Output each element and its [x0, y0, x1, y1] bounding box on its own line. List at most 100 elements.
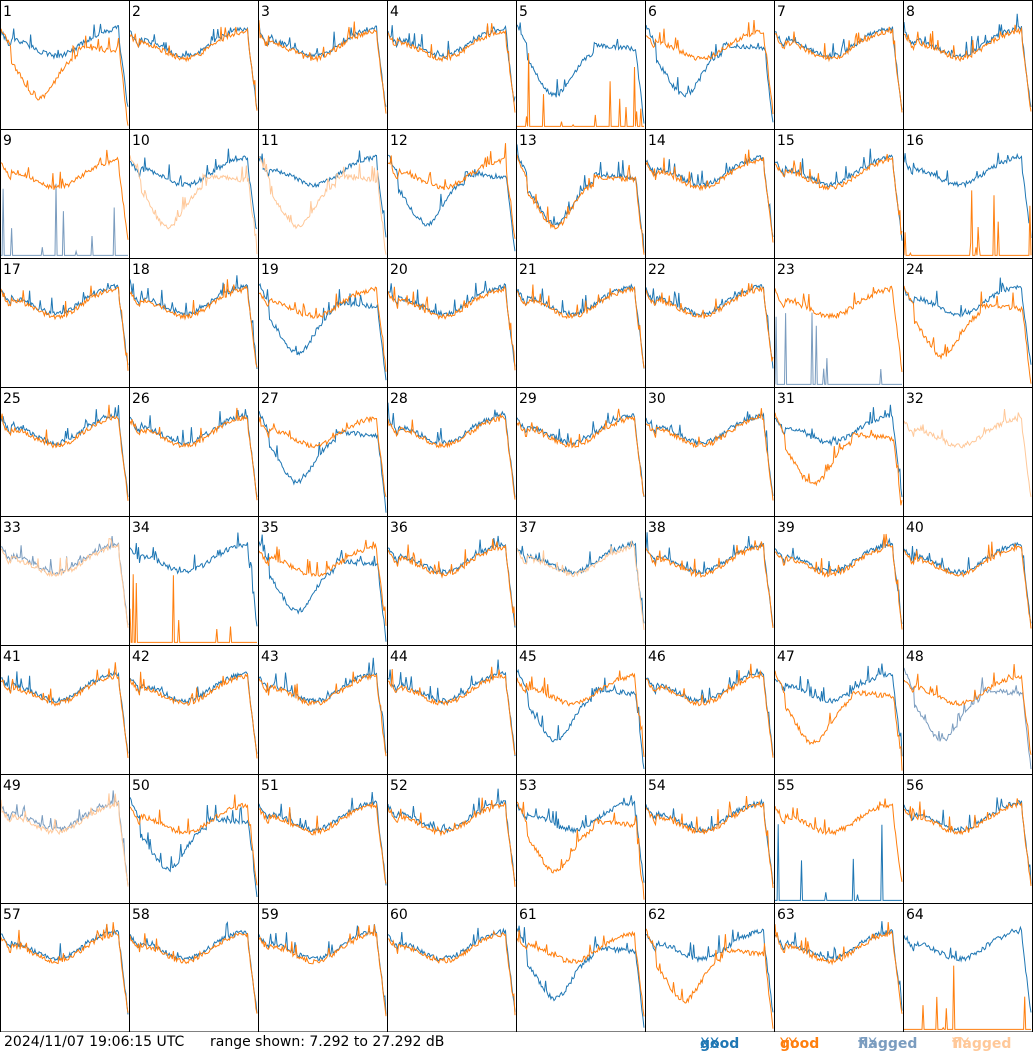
xx-trace-22 — [645, 284, 774, 369]
panel-number-label: 27 — [261, 391, 279, 407]
xx-trace-63 — [774, 921, 903, 1011]
antenna-panel-60: 60 — [387, 907, 516, 1016]
antenna-panel-56: 56 — [903, 778, 1032, 886]
yy-trace-12 — [387, 143, 516, 239]
yy-trace-8 — [904, 24, 1032, 112]
antenna-panel-45: 45 — [516, 649, 645, 769]
yy-trace-27 — [258, 416, 387, 498]
yy-trace-36 — [387, 538, 516, 626]
xx-trace-4 — [387, 24, 516, 103]
yy-trace-55 — [774, 798, 903, 882]
xx-trace-49 — [0, 790, 129, 886]
yy-trace-48 — [903, 664, 1032, 755]
panel-number-label: 33 — [3, 520, 21, 536]
yy-trace-51 — [258, 801, 387, 884]
xx-trace-5 — [516, 22, 645, 124]
xx-trace-12 — [387, 154, 516, 252]
yy-trace-61 — [516, 929, 645, 1017]
xx-trace-29 — [516, 412, 645, 497]
xx-trace-54 — [645, 798, 774, 885]
antenna-panel-2: 2 — [129, 4, 258, 111]
panel-number-label: 8 — [906, 4, 915, 20]
panel-number-label: 11 — [261, 133, 279, 149]
antenna-panel-62: 62 — [645, 907, 774, 1029]
antenna-panel-29: 29 — [516, 391, 645, 497]
yy-trace-1 — [0, 28, 129, 126]
xx-trace-48 — [903, 667, 1032, 770]
antenna-panel-11: 11 — [258, 133, 387, 255]
panel-number-label: 3 — [261, 4, 270, 20]
antenna-panel-40: 40 — [903, 520, 1032, 629]
legend-label: good — [700, 1036, 740, 1052]
antenna-panel-59: 59 — [258, 907, 387, 1017]
legend-label: good — [780, 1036, 820, 1052]
xx-trace-42 — [129, 671, 258, 754]
antenna-panel-36: 36 — [387, 520, 516, 628]
yy-trace-13 — [516, 154, 645, 255]
xx-trace-19 — [258, 282, 387, 381]
yy-trace-9 — [0, 149, 129, 240]
antenna-panel-34: 34 — [129, 520, 258, 643]
panel-number-label: 22 — [648, 262, 666, 278]
antenna-panel-24: 24 — [903, 262, 1032, 384]
xx-trace-55 — [775, 824, 902, 901]
yy-trace-41 — [0, 662, 129, 758]
panel-number-label: 64 — [906, 907, 924, 923]
yy-trace-20 — [387, 285, 516, 371]
panel-number-label: 26 — [132, 391, 150, 407]
antenna-panel-39: 39 — [774, 520, 903, 630]
panel-number-label: 62 — [648, 907, 666, 923]
panel-number-label: 49 — [3, 778, 21, 794]
yy-trace-21 — [516, 284, 645, 369]
antenna-panel-64: 64 — [903, 907, 1032, 1030]
antenna-panel-53: 53 — [516, 778, 645, 900]
antenna-panel-5: 5 — [516, 4, 645, 127]
xx-trace-8 — [903, 13, 1032, 107]
legend-label: flagged — [952, 1036, 1012, 1052]
xx-trace-2 — [129, 26, 258, 110]
yy-trace-28 — [387, 412, 516, 500]
yy-trace-44 — [387, 666, 516, 756]
xx-trace-16 — [903, 152, 1032, 239]
yy-trace-37 — [516, 539, 645, 630]
yy-trace-40 — [903, 541, 1032, 629]
yy-trace-30 — [645, 408, 774, 501]
xx-trace-33 — [0, 536, 129, 626]
panel-number-label: 45 — [519, 649, 537, 665]
xx-trace-34 — [129, 532, 258, 627]
xx-trace-52 — [387, 788, 516, 882]
xx-trace-40 — [903, 541, 1032, 624]
yy-trace-17 — [0, 285, 129, 371]
antenna-panel-37: 37 — [516, 520, 645, 630]
xx-trace-46 — [645, 668, 774, 756]
legend-pol: XX — [858, 1036, 878, 1052]
yy-trace-43 — [258, 671, 387, 757]
antenna-panel-63: 63 — [774, 907, 903, 1014]
antenna-panel-44: 44 — [387, 649, 516, 757]
yy-trace-5 — [517, 53, 644, 127]
yy-trace-16 — [903, 190, 1032, 256]
panel-number-label: 9 — [3, 133, 12, 149]
antenna-panel-19: 19 — [258, 262, 387, 381]
yy-trace-14 — [645, 149, 774, 243]
footer-bar: 2024/11/07 19:06:15 UTC range shown: 7.2… — [0, 1032, 1033, 1053]
antenna-panel-54: 54 — [645, 778, 774, 888]
xx-trace-56 — [903, 797, 1032, 885]
antenna-panel-8: 8 — [903, 4, 1032, 112]
yy-trace-18 — [129, 279, 258, 368]
antenna-panel-47: 47 — [774, 649, 903, 771]
xx-trace-30 — [645, 411, 774, 497]
xx-trace-13 — [516, 144, 645, 253]
yy-trace-32 — [903, 408, 1032, 497]
yy-trace-15 — [774, 153, 903, 235]
antenna-panel-50: 50 — [129, 778, 258, 898]
panel-number-label: 30 — [648, 391, 666, 407]
yy-trace-64 — [904, 965, 1031, 1030]
xx-trace-41 — [0, 670, 129, 754]
xx-trace-10 — [129, 148, 258, 229]
antenna-panel-17: 17 — [0, 262, 129, 371]
antenna-panel-25: 25 — [0, 391, 129, 501]
panel-number-label: 24 — [906, 262, 924, 278]
panel-number-label: 47 — [777, 649, 795, 665]
antenna-panel-42: 42 — [129, 649, 258, 759]
